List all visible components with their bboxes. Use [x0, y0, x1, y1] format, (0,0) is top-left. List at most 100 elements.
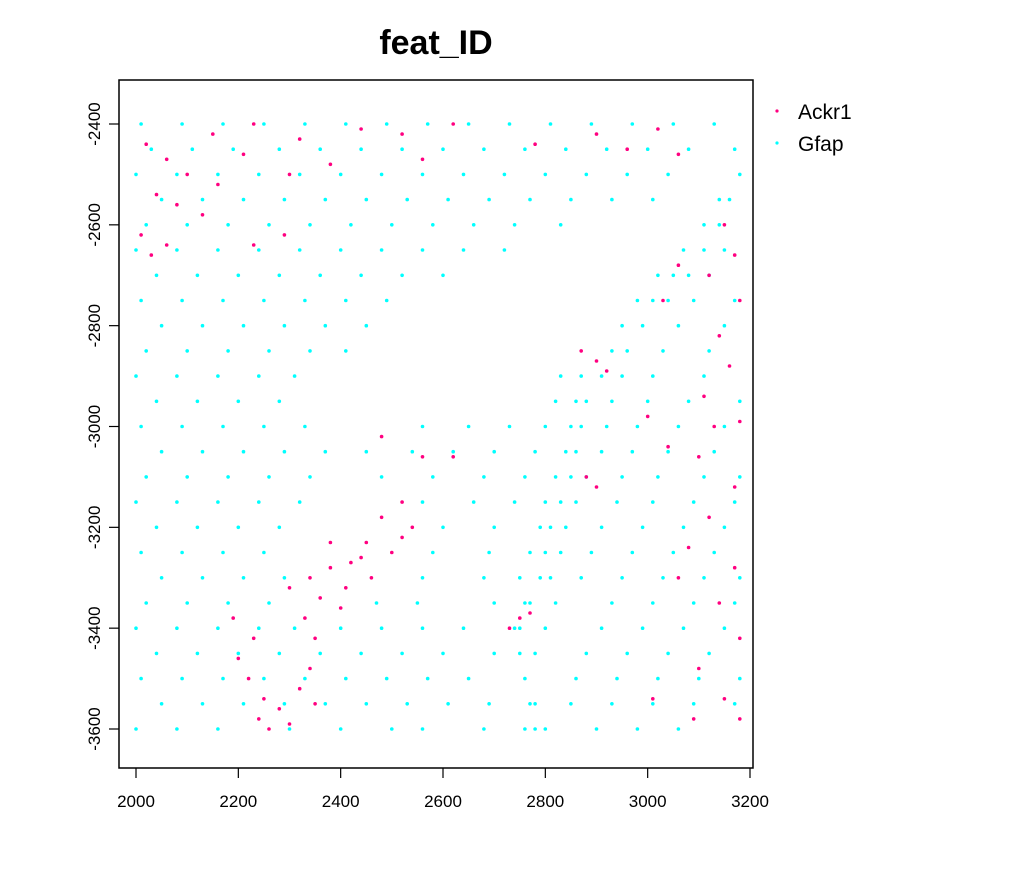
point-gfap: [139, 550, 143, 555]
point-gfap: [134, 172, 138, 177]
point-gfap: [558, 223, 563, 227]
point-gfap: [666, 651, 670, 656]
point-gfap: [610, 399, 614, 404]
point-ackr1: [338, 606, 343, 610]
point-gfap: [349, 223, 353, 227]
point-ackr1: [267, 727, 271, 731]
point-ackr1: [507, 626, 512, 630]
point-gfap: [732, 702, 737, 706]
point-gfap: [200, 449, 205, 454]
point-gfap: [569, 424, 573, 429]
point-gfap: [297, 500, 302, 504]
point-gfap: [134, 626, 138, 630]
point-ackr1: [282, 233, 287, 237]
point-gfap: [466, 424, 471, 429]
point-gfap: [528, 197, 532, 202]
point-gfap: [144, 601, 148, 605]
point-gfap: [523, 727, 527, 731]
point-gfap: [195, 273, 200, 278]
point-gfap: [221, 550, 225, 555]
x-tick-label: 3200: [731, 792, 769, 811]
point-gfap: [175, 727, 179, 731]
point-gfap: [236, 273, 241, 278]
point-ackr1: [594, 132, 599, 136]
point-gfap: [584, 651, 589, 656]
point-gfap: [558, 374, 563, 378]
point-ackr1: [400, 500, 404, 504]
point-gfap: [384, 122, 389, 126]
point-gfap: [666, 298, 670, 303]
point-gfap: [620, 576, 624, 580]
point-gfap: [528, 550, 532, 555]
point-gfap: [390, 727, 394, 731]
point-ackr1: [328, 565, 333, 570]
point-gfap: [308, 349, 312, 353]
point-gfap: [267, 223, 271, 227]
point-gfap: [185, 349, 189, 353]
point-ackr1: [349, 560, 353, 565]
point-ackr1: [702, 394, 706, 399]
point-gfap: [425, 122, 430, 126]
point-ackr1: [400, 535, 404, 540]
point-ackr1: [579, 349, 583, 353]
y-tick-label: -3400: [85, 606, 104, 649]
point-gfap: [671, 550, 676, 555]
point-gfap: [691, 500, 696, 504]
y-tick-label: -3000: [85, 405, 104, 448]
point-gfap: [528, 702, 532, 706]
point-gfap: [574, 500, 578, 504]
point-gfap: [523, 676, 527, 681]
point-gfap: [579, 576, 583, 580]
point-ackr1: [328, 162, 333, 167]
point-gfap: [431, 475, 435, 479]
point-gfap: [564, 147, 568, 151]
x-tick-label: 2400: [322, 792, 360, 811]
point-ackr1: [676, 263, 681, 268]
point-gfap: [323, 449, 328, 454]
legend-label-gfap: Gfap: [798, 133, 844, 156]
point-ackr1: [379, 434, 384, 439]
point-ackr1: [707, 273, 711, 278]
point-gfap: [722, 323, 727, 328]
point-gfap: [287, 727, 292, 731]
point-gfap: [200, 576, 205, 580]
point-gfap: [487, 550, 491, 555]
point-gfap: [492, 525, 497, 530]
point-gfap: [553, 475, 558, 479]
point-gfap: [221, 424, 225, 429]
point-gfap: [610, 601, 614, 605]
point-gfap: [384, 676, 389, 681]
point-ackr1: [236, 656, 241, 661]
point-ackr1: [139, 233, 143, 237]
point-ackr1: [164, 243, 169, 247]
point-gfap: [134, 374, 138, 378]
point-gfap: [159, 197, 164, 202]
point-gfap: [262, 122, 266, 126]
point-ackr1: [732, 253, 737, 257]
point-gfap: [620, 323, 624, 328]
point-gfap: [686, 399, 691, 404]
point-gfap: [482, 576, 486, 580]
point-gfap: [303, 676, 307, 681]
point-gfap: [579, 424, 583, 429]
point-gfap: [282, 197, 287, 202]
point-ackr1: [722, 697, 727, 701]
x-tick-label: 2600: [424, 792, 462, 811]
point-ackr1: [707, 515, 711, 520]
point-ackr1: [344, 586, 348, 590]
point-gfap: [686, 273, 691, 278]
point-gfap: [241, 197, 246, 202]
point-gfap: [712, 550, 716, 555]
point-ackr1: [697, 455, 701, 459]
point-gfap: [512, 626, 517, 630]
point-gfap: [175, 626, 179, 630]
point-gfap: [584, 399, 589, 404]
point-gfap: [159, 449, 164, 454]
point-ackr1: [604, 369, 609, 373]
point-gfap: [461, 626, 466, 630]
point-gfap: [318, 273, 323, 278]
point-gfap: [676, 424, 681, 429]
point-gfap: [518, 651, 522, 656]
point-gfap: [338, 248, 343, 252]
